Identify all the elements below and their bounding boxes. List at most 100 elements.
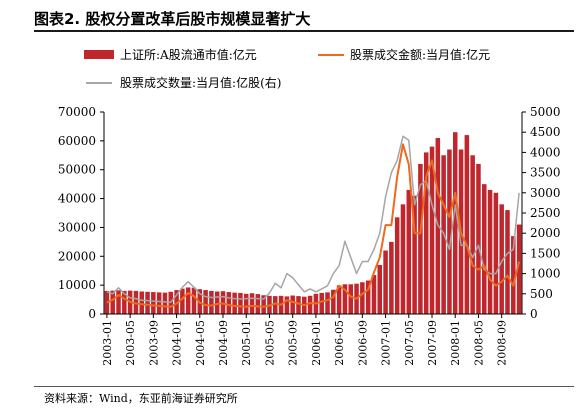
- right-tick-label: 3500: [530, 166, 561, 180]
- bar-2008-07: [487, 189, 493, 314]
- bar-2004-06: [203, 290, 208, 314]
- bar-2007-01: [383, 250, 388, 314]
- figure-title: 图表2. 股权分置改革后股市规模显著扩大: [34, 10, 311, 28]
- bar-2003-11: [162, 292, 168, 314]
- left-tick-label: 10000: [58, 278, 96, 292]
- right-tick-label: 4500: [530, 125, 561, 139]
- bar-2004-11: [232, 292, 237, 314]
- bar-2008-04: [470, 155, 475, 314]
- legend-label-amount: 股票成交金额:当月值:亿元: [350, 47, 490, 62]
- bar-2008-06: [482, 184, 487, 314]
- bar-2004-12: [238, 292, 243, 314]
- line-series-amount: [106, 143, 521, 308]
- left-tick-label: 50000: [58, 163, 96, 177]
- bar-2006-03: [325, 292, 330, 314]
- x-tick-label: 2005-05: [263, 320, 276, 366]
- bar-2007-05: [406, 189, 412, 314]
- bar-2004-07: [209, 290, 214, 314]
- bar-2008-08: [493, 192, 499, 314]
- bar-2006-04: [331, 289, 336, 314]
- right-tick-label: 3000: [530, 186, 561, 200]
- plot-area: 0 10000 20000 30000 40000 50000 60000 70000 0 500…: [58, 105, 561, 366]
- bar-2005-10: [296, 296, 301, 314]
- right-tick-label: 4000: [530, 145, 561, 159]
- bar-2008-12: [516, 224, 522, 314]
- bar-2008-11: [511, 236, 516, 314]
- bar-2004-04: [191, 287, 197, 314]
- right-tick-label: 1000: [530, 267, 561, 281]
- bar-2006-10: [365, 280, 371, 314]
- legend-swatch-bar: [84, 50, 114, 59]
- right-tick-label: 0: [530, 307, 538, 321]
- x-tick-label: 2005-09: [287, 320, 300, 366]
- bar-2004-01: [174, 290, 179, 314]
- bar-2006-11: [371, 275, 377, 314]
- bar-2007-09: [429, 146, 435, 314]
- bar-2003-04: [122, 290, 127, 314]
- bar-2005-06: [273, 296, 278, 314]
- bar-2006-12: [377, 264, 383, 314]
- left-tick-label: 70000: [58, 105, 96, 119]
- bar-2007-08: [423, 152, 429, 314]
- bar-2005-01: [243, 293, 249, 314]
- right-tick-label: 2500: [530, 206, 561, 220]
- bar-2004-10: [226, 292, 232, 314]
- line-series-volume: [106, 135, 520, 304]
- bar-2005-09: [290, 295, 295, 314]
- bar-2004-02: [180, 288, 185, 314]
- bar-2005-08: [284, 296, 290, 314]
- bar-2008-03: [464, 135, 470, 314]
- x-tick-label: 2003-01: [101, 320, 114, 366]
- x-tick-label: 2006-01: [310, 320, 323, 366]
- bar-2003-09: [151, 292, 156, 314]
- x-tick-label: 2007-05: [403, 320, 416, 366]
- bar-2003-08: [145, 291, 150, 314]
- x-tick-label: 2007-01: [380, 320, 393, 366]
- legend-label-bar: 上证所:A股流通市值:亿元: [120, 47, 257, 62]
- chart-legend: 上证所:A股流通市值:亿元 股票成交金额:当月值:亿元 股票成交数量:当月值:亿…: [84, 47, 490, 90]
- right-tick-label: 5000: [530, 105, 561, 119]
- bar-2008-09: [499, 204, 504, 314]
- bar-2003-02: [110, 290, 115, 314]
- bar-2007-12: [447, 149, 452, 314]
- bar-2005-12: [307, 295, 313, 314]
- left-tick-label: 40000: [58, 192, 96, 206]
- bar-2008-10: [505, 210, 510, 314]
- bar-2007-02: [389, 241, 394, 314]
- bar-2007-03: [394, 217, 400, 314]
- bar-2007-06: [412, 195, 417, 314]
- bar-2003-10: [156, 292, 162, 314]
- bar-2007-04: [400, 204, 406, 314]
- bar-2008-05: [476, 163, 481, 314]
- title-rule: [34, 30, 574, 32]
- bar-2005-02: [249, 293, 255, 314]
- left-tick-label: 30000: [58, 220, 96, 234]
- bar-2004-03: [185, 287, 191, 314]
- bar-2003-06: [133, 290, 139, 314]
- bar-2003-07: [139, 291, 144, 314]
- bar-2006-06: [342, 284, 348, 314]
- x-tick-label: 2008-01: [449, 320, 462, 366]
- right-tick-label: 2000: [530, 226, 561, 240]
- left-tick-label: 0: [88, 307, 96, 321]
- x-tick-label: 2008-05: [472, 320, 485, 366]
- x-tick-label: 2007-09: [426, 320, 439, 366]
- bar-2005-03: [255, 294, 261, 314]
- legend-label-volume: 股票成交数量:当月值:亿股(右): [120, 75, 281, 90]
- x-tick-label: 2003-09: [147, 320, 160, 366]
- x-tick-label: 2005-01: [240, 320, 253, 366]
- bar-2008-01: [452, 132, 458, 314]
- x-tick-label: 2004-05: [194, 320, 207, 366]
- x-tick-label: 2006-09: [356, 320, 369, 366]
- bar-2006-02: [319, 292, 324, 314]
- x-tick-label: 2004-09: [217, 320, 230, 366]
- source-note: 资料来源：Wind，东亚前海证券研究所: [44, 392, 238, 405]
- x-tick-label: 2008-09: [496, 320, 509, 366]
- x-tick-label: 2003-05: [124, 320, 137, 366]
- bar-2006-09: [360, 282, 365, 314]
- left-tick-label: 60000: [58, 134, 96, 148]
- bar-2003-03: [116, 290, 121, 314]
- x-tick-label: 2004-01: [171, 320, 184, 366]
- bar-2007-07: [418, 163, 423, 314]
